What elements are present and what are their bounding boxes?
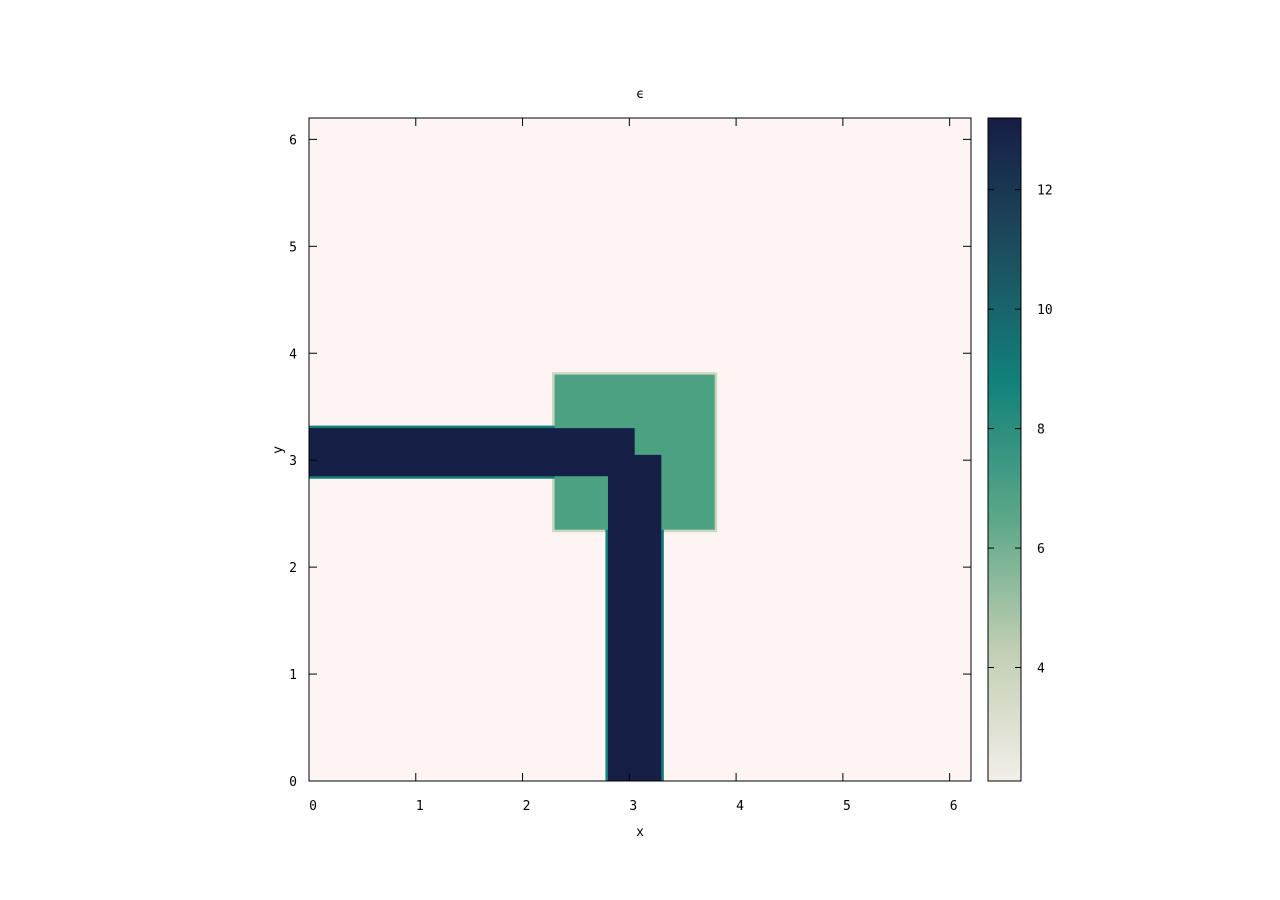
- chart-title: ϵ: [636, 87, 644, 102]
- colorbar-tick-label: 12: [1037, 184, 1053, 199]
- y-tick-label: 2: [289, 561, 297, 576]
- x-axis-label: x: [636, 825, 644, 840]
- x-tick-label: 4: [736, 799, 744, 814]
- plot-area: [308, 117, 972, 782]
- x-tick-label: 0: [309, 799, 317, 814]
- region-vertical-waveguide: [607, 454, 662, 781]
- colorbar-tick-label: 4: [1037, 662, 1045, 677]
- x-tick-label: 6: [950, 799, 958, 814]
- region-horizontal-waveguide: [309, 428, 635, 477]
- y-tick-label: 3: [289, 454, 297, 469]
- y-tick-label: 4: [289, 347, 297, 362]
- x-tick-label: 1: [416, 799, 424, 814]
- colorbar-tick-label: 6: [1037, 542, 1045, 557]
- colorbar-tick-label: 10: [1037, 303, 1053, 318]
- y-axis-label: y: [271, 446, 286, 454]
- plot-frame: [308, 117, 972, 782]
- colorbar: [987, 117, 1022, 782]
- x-tick-label: 2: [523, 799, 531, 814]
- y-tick-label: 5: [289, 240, 297, 255]
- colorbar-ticks: 4 6 8 10 12: [988, 184, 1053, 677]
- x-tick-label: 3: [629, 799, 637, 814]
- x-axis-ticks: 0 1 2 3 4 5 6: [308, 118, 958, 814]
- y-axis-ticks: 0 1 2 3 4 5 6: [289, 133, 971, 790]
- y-tick-label: 1: [289, 668, 297, 683]
- x-tick-label: 5: [843, 799, 851, 814]
- colorbar-tick-label: 8: [1037, 423, 1045, 438]
- y-tick-label: 6: [289, 133, 297, 148]
- heatmap-regions: [309, 372, 718, 781]
- y-tick-label: 0: [289, 775, 297, 790]
